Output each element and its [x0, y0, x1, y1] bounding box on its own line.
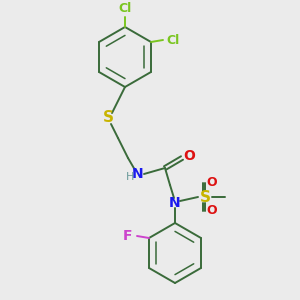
Text: S: S	[103, 110, 113, 125]
Text: F: F	[122, 229, 132, 243]
Text: H: H	[126, 172, 134, 182]
Text: O: O	[207, 205, 217, 218]
Text: N: N	[169, 196, 181, 210]
Text: N: N	[132, 167, 144, 181]
Text: Cl: Cl	[118, 2, 132, 16]
Text: O: O	[207, 176, 217, 190]
Text: S: S	[200, 190, 211, 205]
Text: Cl: Cl	[167, 34, 180, 46]
Text: O: O	[183, 149, 195, 163]
